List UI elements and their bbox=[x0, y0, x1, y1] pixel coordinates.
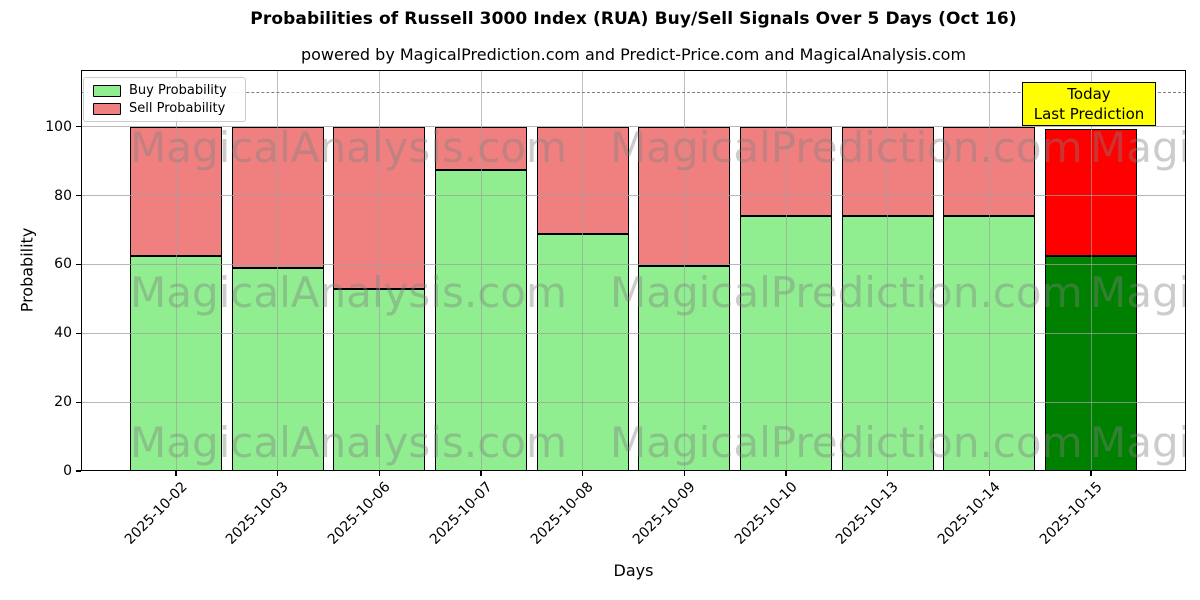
plot-canvas: MagicalAnalysis.com MagicalPrediction.com… bbox=[81, 70, 1186, 471]
x-tick-mark bbox=[480, 471, 482, 476]
buy-color-swatch bbox=[93, 84, 121, 97]
x-tick-mark bbox=[887, 471, 889, 476]
chart-title: Probabilities of Russell 3000 Index (RUA… bbox=[250, 9, 1017, 29]
dashed-guideline bbox=[81, 92, 1186, 94]
x-tick-label: 2025-10-08 bbox=[528, 479, 597, 548]
x-tick-label: 2025-10-15 bbox=[1036, 479, 1106, 548]
legend-label-buy: Buy Probability bbox=[129, 83, 227, 98]
chart-subtitle: powered by MagicalPrediction.com and Pre… bbox=[300, 45, 967, 64]
watermark-text: MagicalAnalysis.com bbox=[130, 268, 567, 317]
watermark-text: MagicalAnalysis.com bbox=[1090, 268, 1186, 317]
y-tick-label: 0 bbox=[63, 463, 72, 479]
x-axis-label: Days bbox=[613, 561, 654, 580]
watermark-text: MagicalPrediction.com bbox=[610, 418, 1083, 467]
y-tick-label: 100 bbox=[45, 118, 72, 135]
x-gridline bbox=[378, 70, 380, 471]
y-gridline bbox=[81, 126, 1186, 128]
x-gridline bbox=[582, 70, 584, 471]
y-tick-mark bbox=[76, 401, 81, 403]
x-gridline bbox=[1090, 70, 1092, 471]
y-axis-label: Probability bbox=[17, 227, 37, 313]
x-tick-label: 2025-10-09 bbox=[629, 479, 699, 548]
x-gridline bbox=[277, 70, 279, 471]
watermark-text: MagicalAnalysis.com bbox=[130, 123, 567, 172]
legend-entry-sell: Sell Probability bbox=[93, 101, 236, 116]
y-tick-mark bbox=[76, 470, 81, 472]
y-tick-label: 40 bbox=[54, 325, 72, 342]
legend-label-sell: Sell Probability bbox=[129, 101, 226, 116]
x-tick-mark bbox=[1090, 471, 1092, 476]
y-gridline bbox=[81, 263, 1186, 265]
x-tick-label: 2025-10-02 bbox=[121, 479, 191, 548]
y-tick-mark bbox=[76, 332, 81, 334]
y-tick-label: 60 bbox=[54, 256, 72, 273]
x-tick-mark bbox=[683, 471, 685, 476]
y-gridline bbox=[81, 332, 1186, 334]
annotation-line-2: Last Prediction bbox=[1033, 105, 1145, 123]
plot-area: MagicalAnalysis.com MagicalPrediction.com… bbox=[45, 70, 1186, 548]
y-gridline bbox=[81, 195, 1186, 197]
x-gridline bbox=[480, 70, 482, 471]
x-gridline bbox=[988, 70, 990, 471]
x-gridline bbox=[785, 70, 787, 471]
watermark-text: MagicalAnalysis.com bbox=[1090, 418, 1186, 467]
today-annotation-box: Today Last Prediction bbox=[1022, 82, 1156, 126]
y-tick-mark bbox=[76, 126, 81, 128]
watermark-text: MagicalAnalysis.com bbox=[1090, 123, 1186, 172]
legend-entry-buy: Buy Probability bbox=[93, 83, 236, 98]
x-tick-mark bbox=[582, 471, 584, 476]
x-gridline bbox=[887, 70, 889, 471]
y-tick-mark bbox=[76, 194, 81, 197]
y-tick-label: 20 bbox=[54, 394, 72, 411]
x-gridline bbox=[683, 70, 685, 471]
x-tick-label: 2025-10-10 bbox=[731, 479, 801, 548]
annotation-line-1: Today bbox=[1067, 85, 1111, 103]
legend: Buy Probability Sell Probability bbox=[83, 77, 246, 122]
watermark-text: MagicalAnalysis.com bbox=[130, 418, 567, 467]
sell-color-swatch bbox=[93, 102, 121, 115]
x-tick-label: 2025-10-14 bbox=[934, 479, 1004, 548]
x-tick-mark bbox=[277, 471, 279, 476]
x-tick-label: 2025-10-03 bbox=[223, 479, 292, 548]
x-tick-label: 2025-10-13 bbox=[833, 479, 902, 548]
x-tick-mark bbox=[175, 471, 177, 476]
watermark-text: MagicalPrediction.com bbox=[610, 123, 1083, 172]
y-tick-label: 80 bbox=[54, 187, 72, 204]
watermark-text: MagicalPrediction.com bbox=[610, 268, 1083, 317]
y-gridline bbox=[81, 401, 1186, 403]
y-tick-mark bbox=[76, 263, 81, 266]
x-gridline bbox=[175, 70, 177, 471]
x-tick-mark bbox=[785, 471, 787, 476]
x-tick-label: 2025-10-06 bbox=[324, 479, 394, 548]
x-tick-mark bbox=[378, 471, 380, 476]
x-tick-mark bbox=[988, 471, 990, 476]
x-tick-label: 2025-10-07 bbox=[426, 479, 496, 548]
